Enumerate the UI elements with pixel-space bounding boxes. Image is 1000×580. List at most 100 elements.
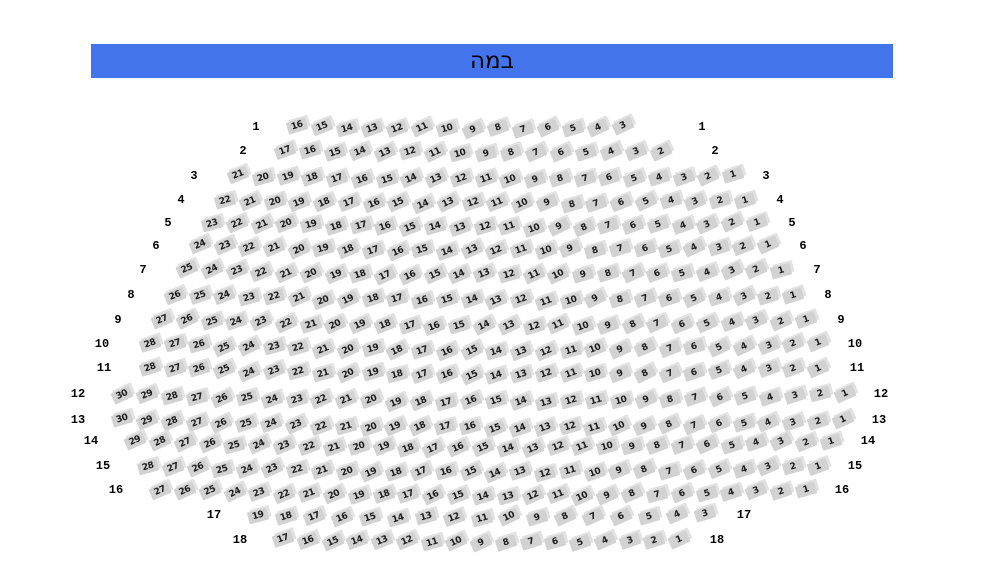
seat[interactable]: 9 <box>632 418 656 437</box>
seat[interactable]: 16 <box>386 242 410 262</box>
seat[interactable]: 4 <box>745 434 768 453</box>
seat[interactable]: 26 <box>163 286 187 306</box>
seat[interactable]: 7 <box>519 533 542 551</box>
seat[interactable]: 4 <box>671 216 695 235</box>
seat[interactable]: 7 <box>581 507 605 527</box>
seat[interactable]: 15 <box>323 144 347 162</box>
seat[interactable]: 1 <box>756 235 780 255</box>
seat[interactable]: 18 <box>386 366 409 383</box>
seat[interactable]: 15 <box>310 118 334 137</box>
seat[interactable]: 20 <box>299 264 323 284</box>
seat[interactable]: 16 <box>458 418 482 436</box>
seat[interactable]: 21 <box>226 166 250 185</box>
seat[interactable]: 22 <box>309 390 334 410</box>
seat[interactable]: 1 <box>806 333 830 353</box>
seat[interactable]: 26 <box>188 336 211 354</box>
seat[interactable]: 25 <box>188 287 212 306</box>
seat[interactable]: 4 <box>682 237 706 258</box>
seat[interactable]: 11 <box>497 218 521 237</box>
seat[interactable]: 15 <box>422 265 447 285</box>
seat[interactable]: 25 <box>234 414 258 433</box>
seat[interactable]: 17 <box>421 439 445 459</box>
seat[interactable]: 21 <box>287 288 311 308</box>
seat[interactable]: 13 <box>424 169 448 189</box>
seat[interactable]: 24 <box>247 434 271 455</box>
seat[interactable]: 3 <box>744 481 768 501</box>
seat[interactable]: 9 <box>535 193 559 213</box>
seat[interactable]: 6 <box>549 143 573 163</box>
seat[interactable]: 23 <box>262 362 286 381</box>
seat[interactable]: 6 <box>536 118 560 139</box>
seat[interactable]: 5 <box>568 533 592 552</box>
seat[interactable]: 22 <box>237 239 261 258</box>
seat[interactable]: 24 <box>235 461 259 480</box>
seat[interactable]: 7 <box>657 364 682 384</box>
seat[interactable]: 8 <box>657 415 681 435</box>
seat[interactable]: 10 <box>498 171 522 190</box>
seat[interactable]: 17 <box>386 290 409 308</box>
seat[interactable]: 3 <box>783 387 807 406</box>
seat[interactable]: 13 <box>360 120 384 138</box>
seat[interactable]: 19 <box>287 193 311 213</box>
seat[interactable]: 19 <box>359 462 383 483</box>
seat[interactable]: 15 <box>460 341 484 362</box>
seat[interactable]: 13 <box>521 439 545 459</box>
seat[interactable]: 10 <box>534 241 558 260</box>
seat[interactable]: 8 <box>572 218 596 237</box>
seat[interactable]: 12 <box>484 241 508 260</box>
seat[interactable]: 8 <box>583 242 607 260</box>
seat[interactable]: 19 <box>312 240 335 258</box>
seat[interactable]: 24 <box>237 363 261 383</box>
seat[interactable]: 4 <box>665 505 689 525</box>
seat[interactable]: 26 <box>197 434 222 454</box>
seat[interactable]: 1 <box>781 286 805 305</box>
seat[interactable]: 11 <box>558 462 582 480</box>
seat[interactable]: 14 <box>411 195 435 215</box>
seat[interactable]: 5 <box>695 314 719 334</box>
seat[interactable]: 14 <box>496 440 520 458</box>
seat[interactable]: 13 <box>414 508 437 526</box>
seat[interactable]: 6 <box>597 169 621 187</box>
seat[interactable]: 3 <box>757 359 780 379</box>
seat[interactable]: 11 <box>474 170 497 189</box>
seat[interactable]: 7 <box>645 314 669 334</box>
seat[interactable]: 10 <box>510 194 534 214</box>
seat[interactable]: 14 <box>460 291 484 310</box>
seat[interactable]: 18 <box>300 168 324 187</box>
seat[interactable]: 14 <box>483 464 507 484</box>
seat[interactable]: 3 <box>624 142 648 161</box>
seat[interactable]: 17 <box>302 507 326 526</box>
seat[interactable]: 1 <box>794 481 818 499</box>
seat[interactable]: 8 <box>633 364 657 384</box>
seat[interactable]: 21 <box>334 391 358 410</box>
seat[interactable]: 6 <box>682 461 706 481</box>
seat[interactable]: 1 <box>733 192 757 210</box>
seat[interactable]: 20 <box>322 485 346 505</box>
seat[interactable]: 20 <box>311 291 335 310</box>
seat[interactable]: 4 <box>732 360 756 381</box>
seat[interactable]: 22 <box>287 363 310 381</box>
seat[interactable]: 6 <box>708 388 732 408</box>
seat[interactable]: 3 <box>756 457 780 477</box>
seat[interactable]: 6 <box>682 363 706 382</box>
seat[interactable]: 13 <box>497 316 521 337</box>
seat[interactable]: 27 <box>173 433 197 453</box>
seat[interactable]: 20 <box>359 419 383 438</box>
seat[interactable]: 19 <box>246 507 270 525</box>
seat[interactable]: 10 <box>522 219 546 238</box>
seat[interactable]: 25 <box>200 313 223 331</box>
seat[interactable]: 10 <box>559 292 582 311</box>
seat[interactable]: 21 <box>311 365 335 383</box>
seat[interactable]: 17 <box>397 486 420 505</box>
seat[interactable]: 22 <box>285 461 309 479</box>
seat[interactable]: 14 <box>471 488 495 506</box>
seat[interactable]: 18 <box>274 508 298 526</box>
seat[interactable]: 15 <box>460 365 484 386</box>
seat[interactable]: 6 <box>683 338 706 356</box>
seat[interactable]: 9 <box>596 316 620 335</box>
seat[interactable]: 5 <box>695 485 718 503</box>
seat[interactable]: 9 <box>620 438 644 456</box>
seat[interactable]: 20 <box>359 391 383 410</box>
seat[interactable]: 3 <box>769 432 793 453</box>
seat[interactable]: 5 <box>682 289 706 309</box>
